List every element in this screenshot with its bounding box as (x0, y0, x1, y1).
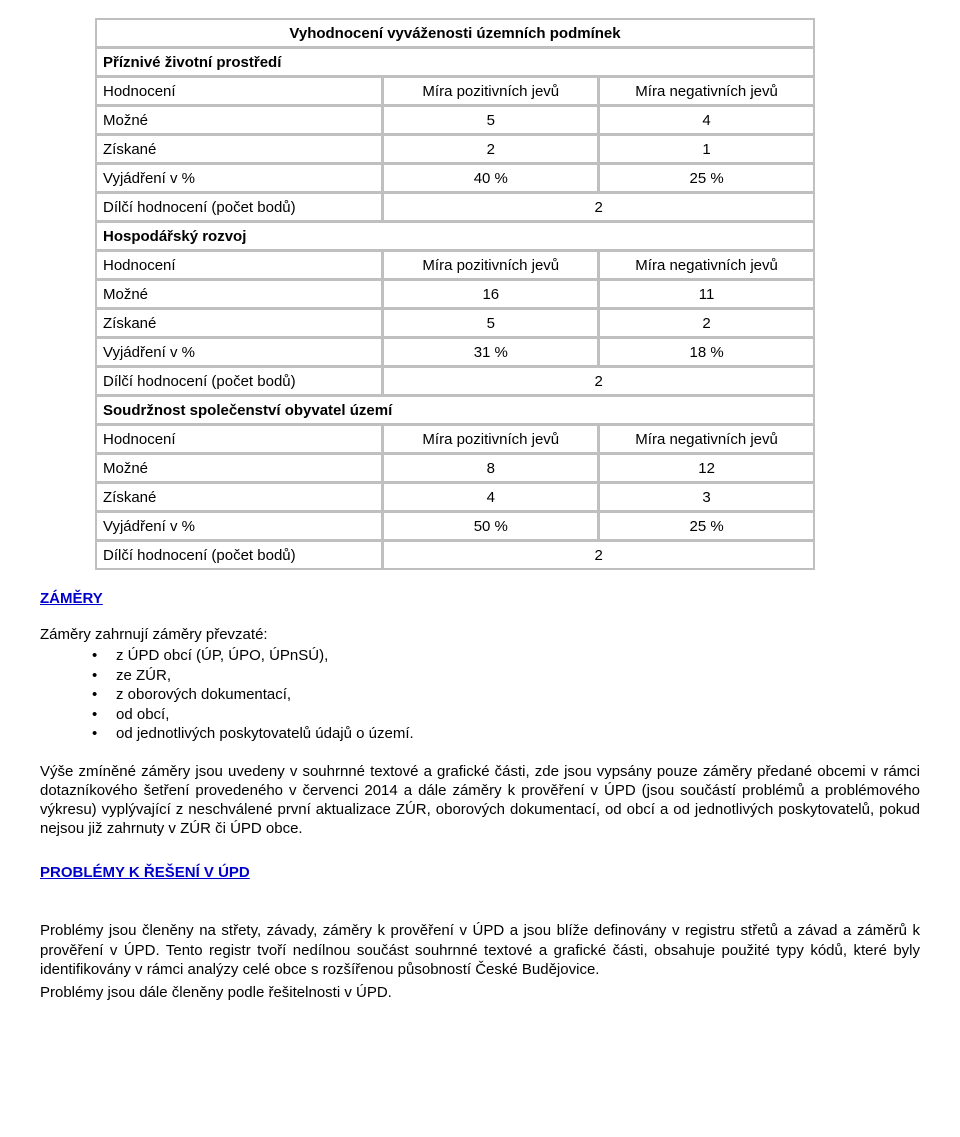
cell-value: 12 (599, 454, 814, 482)
cell-value: 3 (599, 483, 814, 511)
cell-value: 50 % (383, 512, 598, 540)
paragraph-1: Výše zmíněné záměry jsou uvedeny v souhr… (40, 762, 920, 839)
section-header: Soudržnost společenství obyvatel území (96, 396, 814, 424)
col-pos: Míra pozitivních jevů (383, 425, 598, 453)
cell-value: 5 (383, 106, 598, 134)
list-item: z oborových dokumentací, (92, 685, 920, 705)
cell-value: 1 (599, 135, 814, 163)
list-item: od jednotlivých poskytovatelů údajů o úz… (92, 724, 920, 744)
cell-value: 2 (383, 541, 814, 569)
col-metric: Hodnocení (96, 77, 382, 105)
section-header: Hospodářský rozvoj (96, 222, 814, 250)
cell-value: 11 (599, 280, 814, 308)
cell-value: 4 (599, 106, 814, 134)
zamery-heading: ZÁMĚRY (40, 590, 920, 607)
cell-value: 4 (383, 483, 598, 511)
col-metric: Hodnocení (96, 425, 382, 453)
cell-value: 2 (383, 193, 814, 221)
cell-value: 5 (383, 309, 598, 337)
table-title: Vyhodnocení vyváženosti územních podmíne… (96, 19, 814, 47)
zamery-intro: Záměry zahrnují záměry převzaté: (40, 625, 920, 644)
problems-heading: PROBLÉMY K ŘEŠENÍ V ÚPD (40, 864, 920, 881)
cell-value: 16 (383, 280, 598, 308)
cell-value: 18 % (599, 338, 814, 366)
list-item: z ÚPD obcí (ÚP, ÚPO, ÚPnSÚ), (92, 646, 920, 666)
row-label: Získané (96, 309, 382, 337)
col-pos: Míra pozitivních jevů (383, 77, 598, 105)
evaluation-table: Vyhodnocení vyváženosti územních podmíne… (95, 18, 815, 570)
cell-value: 8 (383, 454, 598, 482)
bullets-list: z ÚPD obcí (ÚP, ÚPO, ÚPnSÚ), ze ZÚR, z o… (40, 646, 920, 744)
cell-value: 40 % (383, 164, 598, 192)
row-label: Vyjádření v % (96, 512, 382, 540)
cell-value: 2 (383, 367, 814, 395)
cell-value: 31 % (383, 338, 598, 366)
col-metric: Hodnocení (96, 251, 382, 279)
col-neg: Míra negativních jevů (599, 77, 814, 105)
row-label: Možné (96, 106, 382, 134)
list-item: ze ZÚR, (92, 666, 920, 686)
col-neg: Míra negativních jevů (599, 425, 814, 453)
row-label: Dílčí hodnocení (počet bodů) (96, 541, 382, 569)
cell-value: 25 % (599, 512, 814, 540)
row-label: Vyjádření v % (96, 338, 382, 366)
col-pos: Míra pozitivních jevů (383, 251, 598, 279)
row-label: Získané (96, 483, 382, 511)
row-label: Získané (96, 135, 382, 163)
row-label: Možné (96, 280, 382, 308)
list-item: od obcí, (92, 705, 920, 725)
cell-value: 25 % (599, 164, 814, 192)
row-label: Možné (96, 454, 382, 482)
cell-value: 2 (383, 135, 598, 163)
section-header: Příznivé životní prostředí (96, 48, 814, 76)
row-label: Dílčí hodnocení (počet bodů) (96, 193, 382, 221)
col-neg: Míra negativních jevů (599, 251, 814, 279)
cell-value: 2 (599, 309, 814, 337)
paragraph-2: Problémy jsou členěny na střety, závady,… (40, 921, 920, 979)
row-label: Dílčí hodnocení (počet bodů) (96, 367, 382, 395)
paragraph-3: Problémy jsou dále členěny podle řešitel… (40, 983, 920, 1002)
row-label: Vyjádření v % (96, 164, 382, 192)
